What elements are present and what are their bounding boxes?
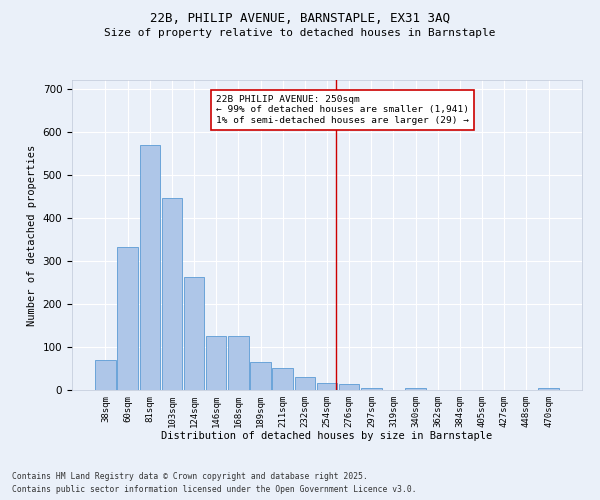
Bar: [184, 277, 204, 390]
Bar: [140, 144, 160, 390]
Bar: [538, 388, 559, 390]
Text: Contains public sector information licensed under the Open Government Licence v3: Contains public sector information licen…: [12, 485, 416, 494]
Text: 22B, PHILIP AVENUE, BARNSTAPLE, EX31 3AQ: 22B, PHILIP AVENUE, BARNSTAPLE, EX31 3AQ: [150, 12, 450, 26]
Bar: [361, 388, 382, 390]
Bar: [250, 362, 271, 390]
Text: 22B PHILIP AVENUE: 250sqm
← 99% of detached houses are smaller (1,941)
1% of sem: 22B PHILIP AVENUE: 250sqm ← 99% of detac…: [216, 95, 469, 125]
Bar: [317, 382, 337, 390]
Bar: [206, 336, 226, 390]
Bar: [118, 246, 138, 390]
Bar: [295, 377, 315, 390]
Y-axis label: Number of detached properties: Number of detached properties: [27, 144, 37, 326]
Bar: [406, 388, 426, 390]
Text: Contains HM Land Registry data © Crown copyright and database right 2025.: Contains HM Land Registry data © Crown c…: [12, 472, 368, 481]
Bar: [339, 384, 359, 390]
Bar: [95, 360, 116, 390]
Bar: [272, 368, 293, 390]
X-axis label: Distribution of detached houses by size in Barnstaple: Distribution of detached houses by size …: [161, 432, 493, 442]
Text: Size of property relative to detached houses in Barnstaple: Size of property relative to detached ho…: [104, 28, 496, 38]
Bar: [228, 336, 248, 390]
Bar: [161, 198, 182, 390]
